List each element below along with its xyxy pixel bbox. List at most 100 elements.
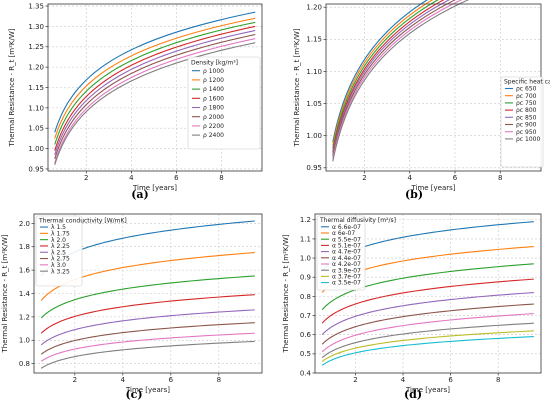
legend-entry: ρ 1400 [203,86,224,93]
y-tick-label: 1.1 [300,235,311,243]
y-tick-label: 1.30 [28,23,44,31]
y-tick-label: 1.35 [28,2,44,10]
legend-entry: ρ 1600 [203,95,224,102]
legend-entry: ρ 2400 [203,132,224,139]
legend-entry: λ 2.0 [51,237,66,244]
panel-caption: (a) [131,188,149,201]
series-line-5 [40,322,255,355]
y-tick-label: 1.20 [28,64,44,72]
x-axis-label: Time [years] [125,386,170,394]
series-line-2 [332,0,439,149]
y-axis-label: Thermal Resistance - R_t [m²K/W] [282,234,290,353]
legend-entry: α 3.7e-07 [332,274,361,281]
x-tick-label: 4 [401,376,406,384]
legend-entry: ρ 1000 [203,68,224,75]
x-tick-label: 8 [217,376,221,384]
x-tick-label: 6 [169,376,174,384]
panel-caption: (b) [405,188,423,201]
y-tick-label: 0.7 [300,312,311,320]
series-line-4 [321,291,534,336]
legend-entry: λ 3.25 [51,268,70,275]
series-line-7 [54,42,256,166]
series-line-2 [40,275,255,319]
legend-entry: λ 2.75 [51,256,70,263]
series-line-3 [54,25,256,151]
series-line-0 [54,11,256,133]
y-tick-label: 1.05 [306,100,322,108]
x-tick-label: 8 [219,174,223,182]
y-tick-label: 1.10 [28,104,44,112]
series-line-0 [332,0,429,143]
legend-entry: α 3.5e-07 [332,280,361,287]
series-line-8 [321,330,534,362]
chart-panel-3: 2 4 6 8 0.4 0.5 0.6 0.7 0.8 0.9 1.0 1.1 1.2 Time [yea… [282,213,542,401]
legend-entry: α 4.2e-07 [332,261,361,268]
series-line-6 [54,38,256,164]
x-tick-label: 6 [174,174,179,182]
legend-entry: ρc 700 [516,93,537,100]
y-tick-label: 0.4 [300,369,312,377]
legend-entry: ρc 650 [516,86,537,93]
legend-entry: ρc 900 [516,122,537,129]
series-line-5 [321,303,534,345]
legend: Thermal diffusivity [m²/s]α 6.6e-07α 6e-… [316,215,396,291]
chart-panel-0: 2 4 6 8 0.95 1.00 1.05 1.10 1.15 1.20 1.25 1.30 1.35… [8,2,263,201]
y-tick-label: 1.10 [306,68,322,76]
legend-title: Thermal conductivity [W/mK] [38,217,127,224]
x-tick-label: 4 [121,376,126,384]
x-axis-label: Time [years] [405,386,450,394]
legend: Density [kg/m³]ρ 1000 ρ 1200 ρ 1400 ρ 1600 ρ… [187,56,261,150]
y-tick-label: 0.95 [28,165,44,173]
legend-entry: ρ 1800 [203,105,224,112]
series-line-4 [54,29,256,155]
series-line-3 [40,294,255,334]
legend-entry: α 5.1e-07 [332,243,361,250]
legend-title: Density [kg/m³] [191,60,238,67]
y-tick-label: 1.8 [19,243,30,251]
y-tick-label: 1.00 [28,145,44,153]
x-tick-label: 6 [448,376,453,384]
y-axis-label: Thermal Resistance - R_t [m²K/W] [8,28,16,147]
series-line-5 [54,34,256,159]
y-tick-label: 0.95 [306,164,322,172]
y-tick-label: 1.6 [19,267,31,275]
y-tick-label: 1.2 [300,216,311,224]
series-line-1 [54,17,256,139]
series-line-4 [40,309,255,346]
series-line-3 [321,278,534,324]
y-axis-label: Thermal Resistance - R_t [m²K/W] [1,234,9,353]
y-tick-label: 1.05 [28,125,44,133]
legend-entry: α 6.6e-07 [332,224,361,231]
y-tick-label: 1.25 [28,43,44,51]
x-tick-label: 2 [353,376,357,384]
legend-box [316,215,366,291]
series-line-5 [332,0,457,157]
series-line-6 [40,332,255,362]
series-line-7 [40,340,255,369]
chart-panel-2: 2 4 6 8 0.8 1.0 1.2 1.4 1.6 1.8 2.0 Time [years] The… [1,213,263,401]
y-tick-label: 0.8 [300,293,311,301]
legend-entry: ρc 850 [516,114,537,121]
panel-caption: (c) [125,388,142,401]
series-line-6 [332,0,463,159]
series-line-1 [332,0,434,146]
legend-entry: α 5.5e-07 [332,236,361,243]
series-line-7 [332,0,470,162]
legend-entry: ρ 1200 [203,77,224,84]
legend-entry: ρc 950 [516,129,537,136]
legend-entry: ρ 2000 [203,114,224,121]
legend-entry: λ 1.75 [51,230,70,237]
x-tick-label: 4 [408,174,413,182]
y-tick-label: 1.0 [300,254,311,262]
x-tick-label: 2 [84,174,88,182]
x-tick-label: 8 [498,174,502,182]
y-tick-label: 1.4 [19,290,31,298]
y-tick-label: 2.0 [19,220,30,228]
legend-box [500,76,544,168]
x-tick-label: 8 [496,376,500,384]
legend-entry: λ 3.0 [51,262,66,269]
y-tick-label: 1.20 [306,4,322,12]
x-tick-label: 2 [362,174,366,182]
